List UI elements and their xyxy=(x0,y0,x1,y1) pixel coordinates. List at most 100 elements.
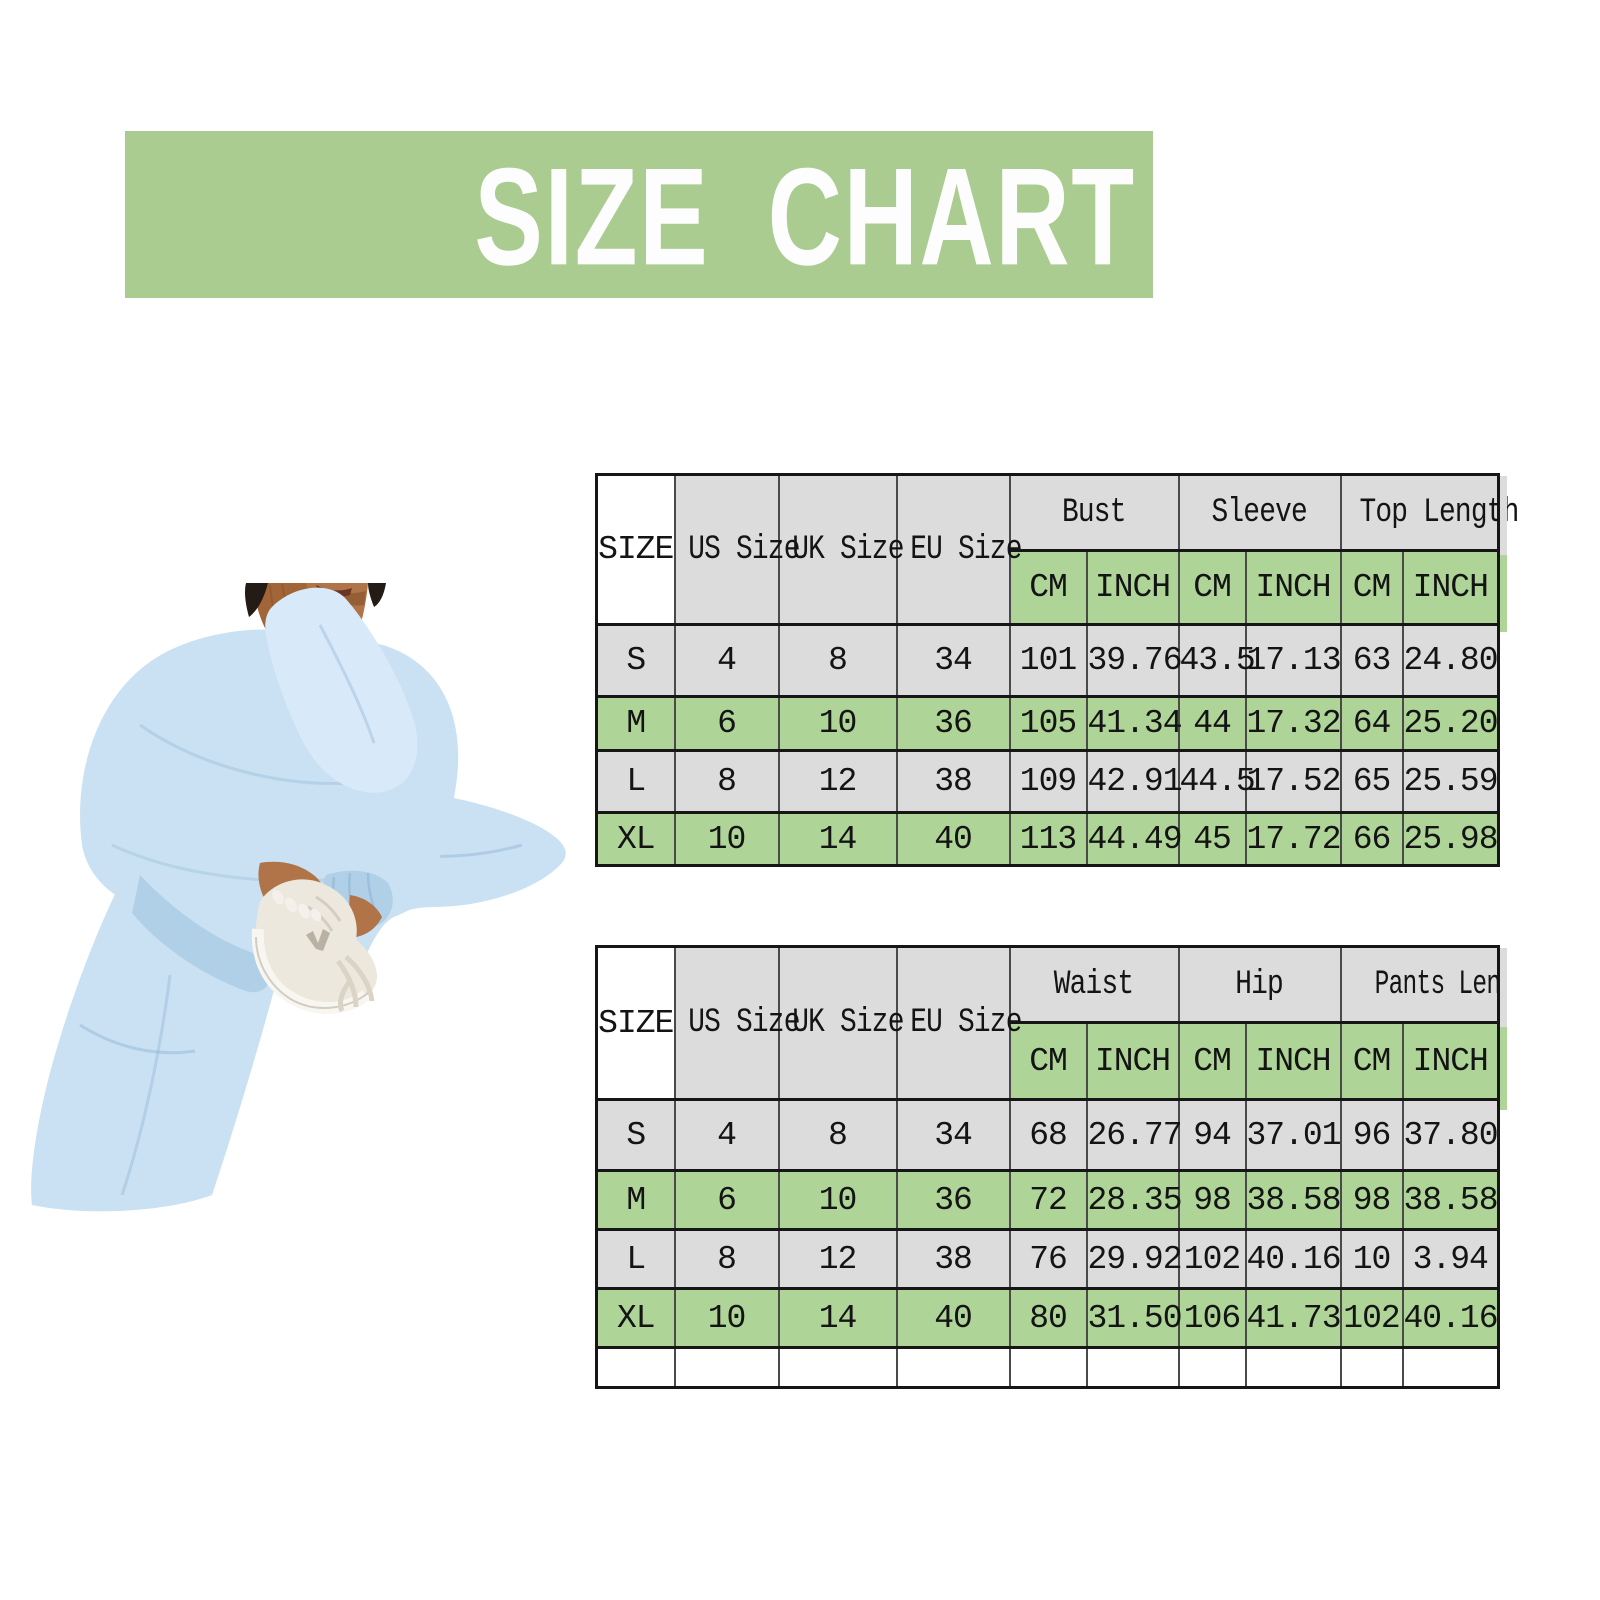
value-cell: 98 xyxy=(1339,1169,1404,1231)
value-cell: 42.91 xyxy=(1085,749,1183,814)
value-cell: 24.80 xyxy=(1401,623,1500,698)
col-header-label: EU Size xyxy=(909,530,1022,569)
unit-header-inch: INCH xyxy=(1085,1021,1180,1101)
unit-header-cm: CM xyxy=(1177,549,1247,626)
value-cell: 44 xyxy=(1177,695,1247,752)
eu-size-cell: 38 xyxy=(895,749,1011,814)
uk-size-cell: 12 xyxy=(777,1228,898,1290)
col-header-label: US Size xyxy=(687,1004,800,1042)
table-row-xl: XL 10 14 40 113 44.49 45 17.72 66 25.98 xyxy=(595,811,1500,867)
header-row-groups: SIZE US Size UK Size EU Size Waist Hip P… xyxy=(595,945,1506,1101)
value-cell: 76 xyxy=(1008,1228,1088,1290)
us-size-cell: 4 xyxy=(673,623,780,698)
col-header-label: UK Size xyxy=(791,530,904,569)
fingernails xyxy=(272,889,322,922)
unit-header-inch: INCH xyxy=(1244,1021,1342,1101)
ankle-skin-shape xyxy=(349,895,382,937)
us-size-cell: 10 xyxy=(673,1287,780,1349)
bottom-size-table-wrap: SIZE US Size UK Size EU Size Waist Hip P… xyxy=(595,945,1506,1395)
us-size-cell: 10 xyxy=(673,811,780,867)
top-size-table: SIZE US Size UK Size EU Size Bust Sleeve… xyxy=(595,473,1519,867)
value-cell: 96 xyxy=(1339,1098,1404,1172)
size-cell: S xyxy=(595,1098,676,1172)
value-cell: 17.32 xyxy=(1244,695,1342,752)
uk-size-cell: 14 xyxy=(777,811,898,867)
value-cell: 40.16 xyxy=(1244,1228,1342,1290)
value-cell: 102 xyxy=(1177,1228,1247,1290)
model-photo xyxy=(20,545,580,1225)
table-row-m: M 6 10 36 105 41.34 44 17.32 64 25.20 xyxy=(595,695,1500,752)
col-header-eu-size: EU Size xyxy=(895,473,1022,626)
col-header-label: UK Size xyxy=(791,1004,904,1042)
table-edge-remnant xyxy=(1500,948,1507,1027)
table-row-l: L 8 12 38 76 29.92 102 40.16 10 3.94 xyxy=(595,1228,1500,1290)
value-cell: 31.50 xyxy=(1085,1287,1183,1349)
table-row-s: S 4 8 34 68 26.77 94 37.01 96 37.80 xyxy=(595,1098,1500,1172)
value-cell: 109 xyxy=(1008,749,1088,814)
value-cell: 105 xyxy=(1008,695,1088,752)
unit-header-cm: CM xyxy=(1339,1021,1404,1101)
group-header-label: Waist xyxy=(1054,965,1134,1004)
table-edge-remnant xyxy=(1500,1027,1507,1110)
group-header-hip: Hip xyxy=(1177,945,1342,1024)
uk-size-cell: 8 xyxy=(777,623,898,698)
eu-size-cell: 34 xyxy=(895,623,1011,698)
group-header-waist: Waist xyxy=(1008,945,1180,1024)
col-header-uk-size: UK Size xyxy=(777,945,904,1101)
value-cell: 28.35 xyxy=(1085,1169,1183,1231)
corner-header: SIZE xyxy=(595,473,676,626)
group-header-pants-length: Pants Length xyxy=(1339,945,1506,1024)
value-cell: 80 xyxy=(1008,1287,1088,1349)
size-cell: S xyxy=(595,623,676,698)
value-cell: 38.58 xyxy=(1401,1169,1500,1231)
value-cell: 113 xyxy=(1008,811,1088,867)
value-cell: 44.49 xyxy=(1085,811,1183,867)
banner: SIZE CHART xyxy=(125,131,1153,298)
size-cell: M xyxy=(595,695,676,752)
table-row-xl: XL 10 14 40 80 31.50 106 41.73 102 40.16 xyxy=(595,1287,1500,1349)
size-cell: L xyxy=(595,1228,676,1290)
us-size-cell: 6 xyxy=(673,695,780,752)
value-cell: 106 xyxy=(1177,1287,1247,1349)
unit-header-cm: CM xyxy=(1008,1021,1088,1101)
us-size-cell: 8 xyxy=(673,1228,780,1290)
size-cell: XL xyxy=(595,811,676,867)
value-cell: 45 xyxy=(1177,811,1247,867)
uk-size-cell: 10 xyxy=(777,1169,898,1231)
size-cell: L xyxy=(595,749,676,814)
value-cell: 26.77 xyxy=(1085,1098,1183,1172)
value-cell: 17.72 xyxy=(1244,811,1342,867)
group-header-sleeve: Sleeve xyxy=(1177,473,1342,552)
value-cell: 101 xyxy=(1008,623,1088,698)
value-cell: 37.80 xyxy=(1401,1098,1500,1172)
us-size-cell: 4 xyxy=(673,1098,780,1172)
value-cell: 25.98 xyxy=(1401,811,1500,867)
value-cell: 17.52 xyxy=(1244,749,1342,814)
uk-size-cell: 14 xyxy=(777,1287,898,1349)
group-header-top-length: Top Length xyxy=(1339,473,1519,552)
unit-header-cm: CM xyxy=(1339,549,1404,626)
value-cell: 66 xyxy=(1339,811,1404,867)
eu-size-cell: 36 xyxy=(895,1169,1011,1231)
value-cell: 41.73 xyxy=(1244,1287,1342,1349)
value-cell: 40.16 xyxy=(1401,1287,1500,1349)
value-cell: 3.94 xyxy=(1401,1228,1500,1290)
eu-size-cell: 36 xyxy=(895,695,1011,752)
unit-header-cm: CM xyxy=(1177,1021,1247,1101)
value-cell: 102 xyxy=(1339,1287,1404,1349)
sleeve-lower-arm-shape xyxy=(132,875,271,993)
value-cell: 29.92 xyxy=(1085,1228,1183,1290)
unit-header-inch: INCH xyxy=(1401,549,1500,626)
value-cell: 17.13 xyxy=(1244,623,1342,698)
group-header-label: Pants Length xyxy=(1374,965,1506,1004)
uk-size-cell: 10 xyxy=(777,695,898,752)
us-size-cell: 6 xyxy=(673,1169,780,1231)
table-row-s: S 4 8 34 101 39.76 43.5 17.13 63 24.80 xyxy=(595,623,1500,698)
size-cell: XL xyxy=(595,1287,676,1349)
us-size-cell: 8 xyxy=(673,749,780,814)
value-cell: 65 xyxy=(1339,749,1404,814)
col-header-eu-size: EU Size xyxy=(895,945,1022,1101)
unit-header-inch: INCH xyxy=(1401,1021,1500,1101)
col-header-uk-size: UK Size xyxy=(777,473,904,626)
